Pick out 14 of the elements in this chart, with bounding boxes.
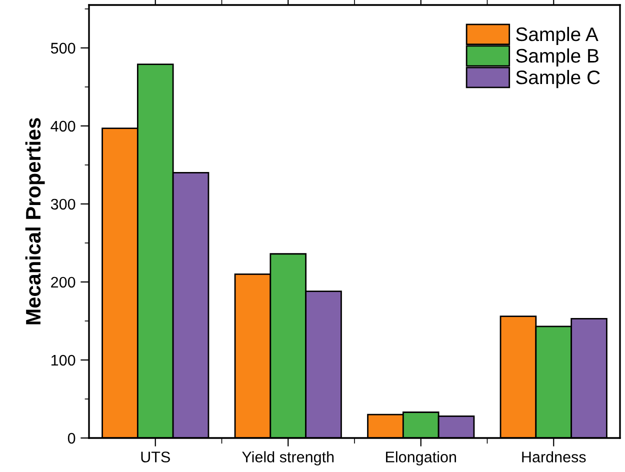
y-tick-label: 300: [50, 198, 76, 210]
y-axis-title: Mecanical Properties: [25, 118, 45, 324]
y-tick-label: 500: [50, 42, 76, 54]
x-tick-label: Hardness: [522, 451, 586, 462]
y-tick-label: 100: [51, 354, 76, 366]
legend-label: Sample C: [516, 70, 600, 88]
x-tick-label: Yield strength: [242, 451, 334, 466]
y-tick-label: 400: [50, 120, 76, 132]
x-tick-label: Elongation: [386, 451, 456, 466]
legend-label: Sample B: [516, 48, 598, 67]
y-tick-label: 200: [51, 276, 76, 288]
legend-label: Sample A: [516, 26, 598, 46]
y-tick-label: 0: [68, 432, 76, 444]
x-tick-label: UTS: [141, 452, 170, 462]
